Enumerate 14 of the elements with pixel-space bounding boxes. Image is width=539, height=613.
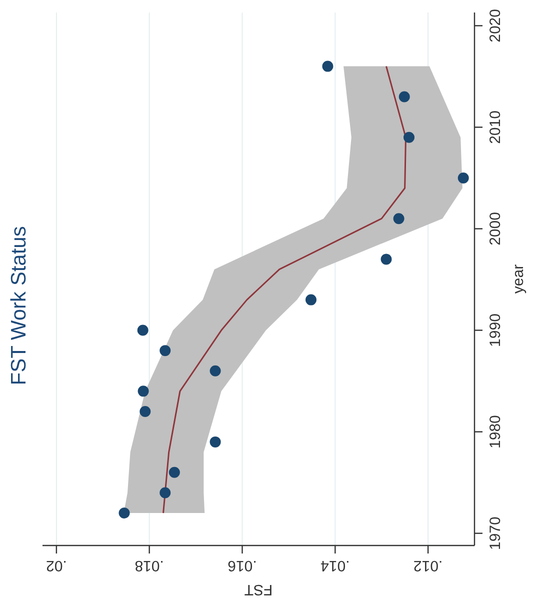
x-tick-label: .014 bbox=[320, 557, 350, 574]
x-tick-label: .02 bbox=[46, 557, 67, 574]
x-tick-label: .016 bbox=[228, 557, 257, 574]
x-tick-label: .018 bbox=[134, 557, 164, 574]
x-tick-label: .012 bbox=[413, 557, 443, 574]
y-axis-title: year bbox=[510, 264, 527, 294]
x-axis-title: FST bbox=[244, 581, 273, 598]
text: FST Work Status bbox=[8, 226, 30, 386]
y-tick-label: 2000 bbox=[487, 212, 504, 246]
y-tick-label: 2020 bbox=[487, 9, 504, 42]
y-tick-label: 1970 bbox=[487, 516, 504, 550]
y-tick-label: 1990 bbox=[487, 314, 504, 347]
y-tick-label: 1980 bbox=[487, 415, 504, 448]
y-tick-label: 2010 bbox=[487, 110, 504, 144]
